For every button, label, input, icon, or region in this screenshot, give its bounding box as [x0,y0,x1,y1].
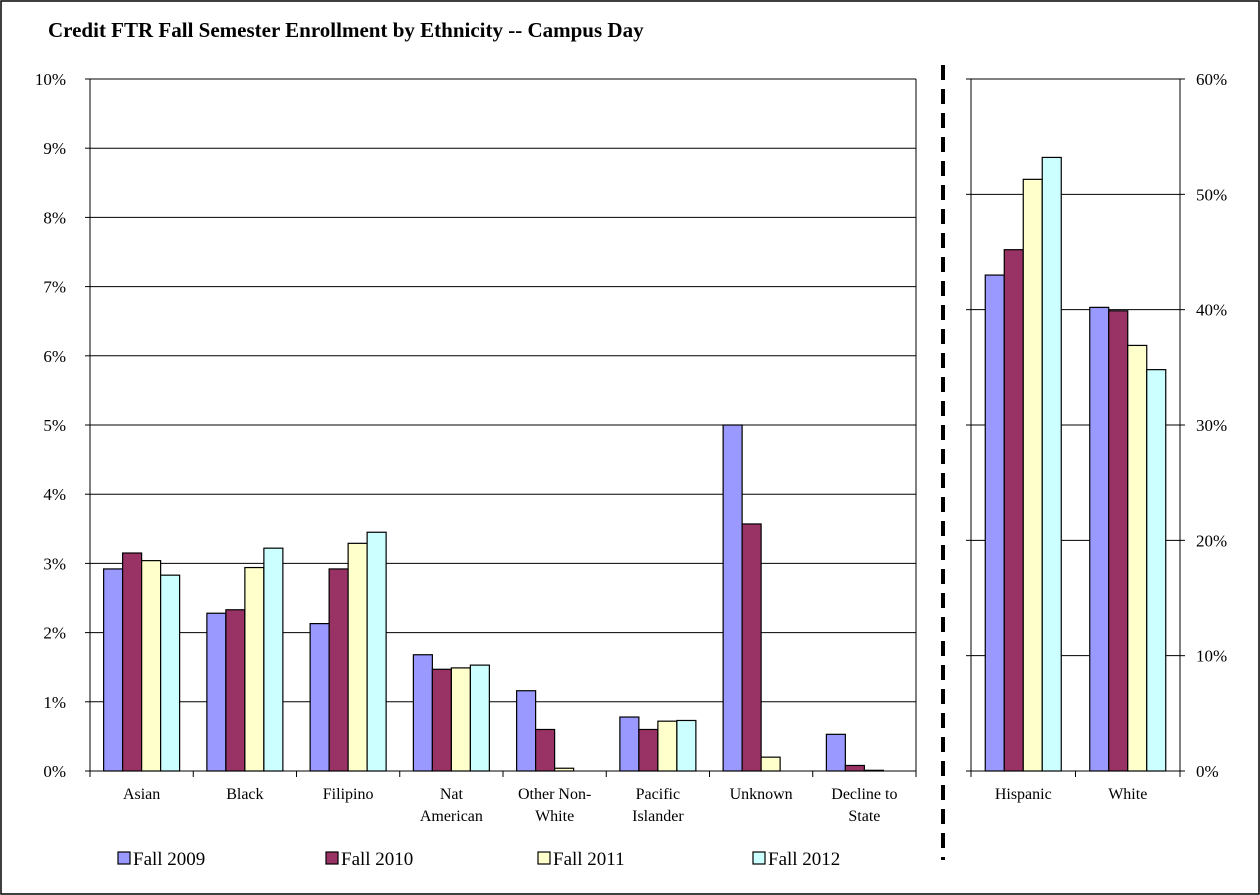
bar [1108,310,1129,772]
category-label: Black [226,786,263,803]
category-label: White [1108,786,1147,803]
y-tick-label: 7% [43,278,66,297]
category-label: White [535,808,574,825]
legend-label: Fall 2011 [553,849,625,870]
bar [1022,178,1043,772]
bar [412,654,433,772]
y-tick-label: 10% [1196,647,1227,666]
right-y-tick-labels: 0% 10% 20% 30% 40% 50% 60% [1196,70,1227,781]
bar [103,568,124,772]
left-y-tick-labels: 0% 1% 2% 3% 4% 5% 6% 7% 8% 9% 10% [35,70,66,781]
bar [1003,249,1024,772]
legend-label: Fall 2009 [133,849,205,870]
left-axes [85,78,917,777]
bar [1146,369,1167,772]
y-tick-label: 10% [35,70,66,89]
legend-swatch [752,851,766,865]
bar [638,728,659,772]
y-tick-label: 4% [43,485,66,504]
y-tick-label: 20% [1196,531,1227,550]
bar [825,733,846,772]
bar [122,552,143,772]
y-tick-label: 3% [43,554,66,573]
category-label: Hispanic [995,786,1052,803]
bar [844,764,865,772]
bar [1089,306,1110,772]
bar [676,719,697,772]
right-axes [966,78,1185,777]
legend: Fall 2009 Fall 2010 Fall 2011 Fall 2012 [117,849,840,870]
bar [309,623,330,772]
y-tick-label: 8% [43,208,66,227]
right-category-labels: Hispanic White [995,786,1147,803]
left-category-labels: Asian Black Filipino Nat American Other Non- W… [123,786,898,825]
y-tick-label: 0% [43,762,66,781]
left-plot: 0% 1% 2% 3% 4% 5% 6% 7% 8% 9% 10% Asian Black Filipi… [35,70,917,825]
category-label: Nat [440,786,464,803]
y-tick-label: 40% [1196,301,1227,320]
category-label: American [420,808,483,825]
bar [263,547,284,772]
bar [141,560,162,772]
legend-swatch [325,851,339,865]
category-label: Other Non- [518,786,591,803]
category-label: Islander [632,808,684,825]
y-tick-label: 9% [43,139,66,158]
bar [984,274,1005,772]
y-tick-label: 30% [1196,416,1227,435]
bar [469,664,490,772]
bar [760,756,781,772]
category-label: Asian [123,786,160,803]
category-label: Unknown [730,786,793,803]
bar [328,568,349,772]
legend-label: Fall 2010 [341,849,413,870]
right-bars [984,156,1167,772]
legend-label: Fall 2012 [768,849,840,870]
bar [450,667,471,772]
bar [244,566,265,772]
y-tick-label: 0% [1196,762,1219,781]
bar [1127,344,1148,772]
y-tick-label: 50% [1196,185,1227,204]
bar [160,574,181,772]
bar [657,720,678,772]
category-label: Filipino [323,786,374,803]
y-tick-label: 5% [43,416,66,435]
category-label: State [848,808,880,825]
right-plot: 0% 10% 20% 30% 40% 50% 60% Hispanic White [966,70,1227,803]
y-tick-label: 1% [43,693,66,712]
bar [516,690,537,772]
bar [347,542,368,772]
category-label: Pacific [636,786,680,803]
left-bars [103,424,884,772]
bar [1041,156,1062,772]
bar [722,424,743,772]
legend-swatch [537,851,551,865]
bar [619,716,640,772]
legend-swatch [117,851,131,865]
bar [741,523,762,772]
category-label: Decline to [831,786,897,803]
y-tick-label: 6% [43,347,66,366]
bar [225,609,246,772]
bar [535,728,556,772]
bar [206,612,227,772]
bar [366,531,387,772]
bar [431,668,452,772]
y-tick-label: 60% [1196,70,1227,89]
chart-title: Credit FTR Fall Semester Enrollment by E… [48,18,644,42]
y-tick-label: 2% [43,624,66,643]
